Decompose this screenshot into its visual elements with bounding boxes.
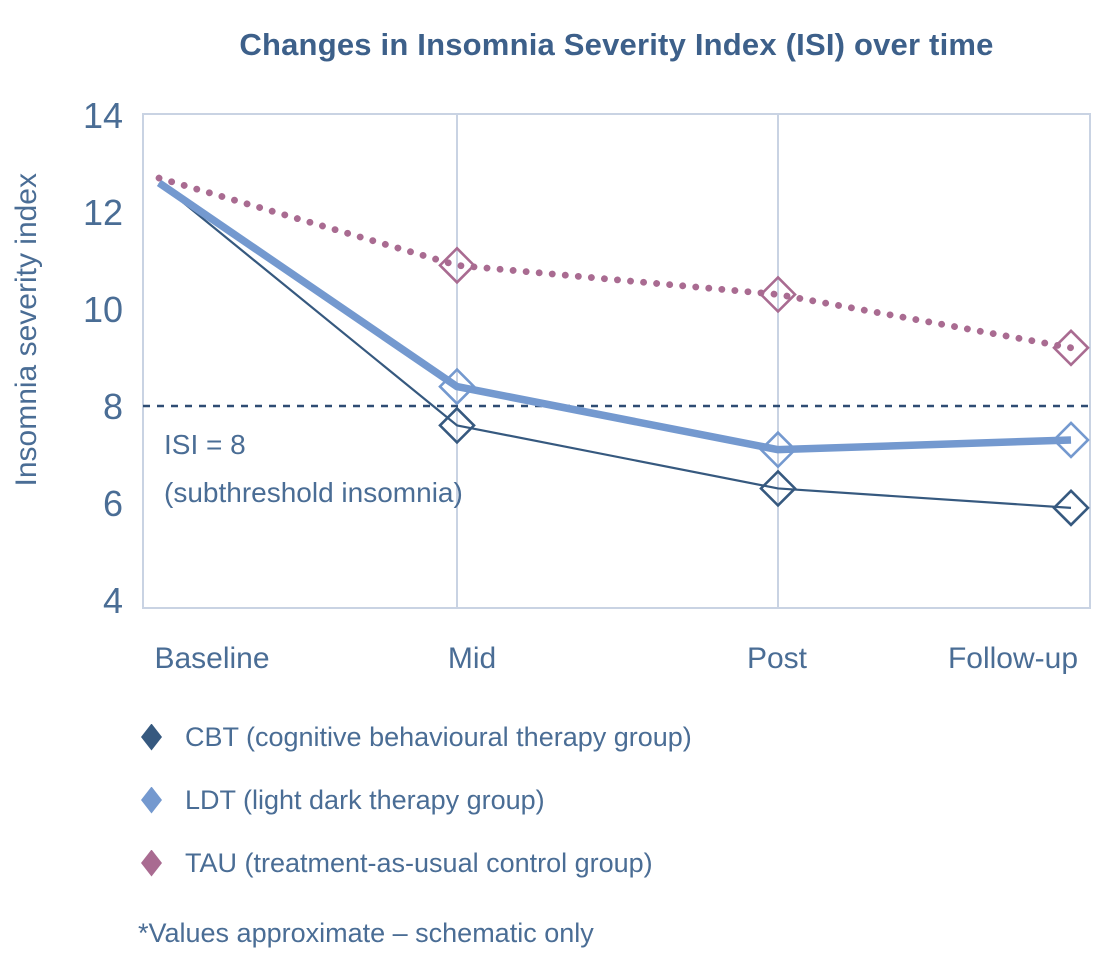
threshold-annotation-line1: ISI = 8 [164,429,246,460]
x-tick-label: Follow-up [948,642,1078,675]
marker-diamond-ldt [438,367,476,406]
cbt-diamond-icon [141,723,162,751]
y-tick-label: 8 [103,386,123,427]
marker-diamond-cbt [438,406,476,445]
marker-diamond-ldt [1052,421,1090,459]
legend: CBT (cognitive behavioural therapy group… [141,721,692,910]
series-line-tau [155,174,1075,352]
series-line-cbt [158,182,1072,509]
ldt-diamond-icon [141,786,162,814]
y-tick-label: 14 [83,95,123,136]
legend-label-ldt: LDT (light dark therapy group) [185,784,545,815]
legend-label-cbt: CBT (cognitive behavioural therapy group… [185,721,692,752]
x-tick-label: Post [747,642,808,675]
y-tick-label: 4 [103,580,123,621]
marker-diamond-tau [759,275,797,314]
footnote: *Values approximate – schematic only [138,918,594,948]
series-line-ldt [156,179,1072,454]
plot-border [142,113,1091,609]
marker-diamond-cbt [759,469,797,508]
x-tick-label: Baseline [154,642,269,675]
legend-label-tau: TAU (treatment-as-usual control group) [185,847,653,878]
y-tick-label: 6 [103,483,123,524]
legend-item-cbt: CBT (cognitive behavioural therapy group… [141,721,692,753]
y-tick-label: 10 [83,289,123,330]
marker-diamond-cbt [1052,489,1090,527]
marker-diamond-tau [1052,328,1090,367]
legend-item-tau: TAU (treatment-as-usual control group) [141,847,692,879]
y-tick-label: 12 [83,192,123,233]
threshold-annotation-line2: (subthreshold insomnia) [164,477,463,508]
chart-title: Changes in Insomnia Severity Index (ISI)… [239,27,994,62]
marker-diamond-tau [438,246,476,285]
threshold-annotation: ISI = 8 (subthreshold insomnia) [164,421,463,517]
marker-diamond-ldt [759,430,797,469]
tau-diamond-icon [141,849,162,877]
x-tick-label: Mid [448,642,496,675]
legend-item-ldt: LDT (light dark therapy group) [141,784,692,816]
